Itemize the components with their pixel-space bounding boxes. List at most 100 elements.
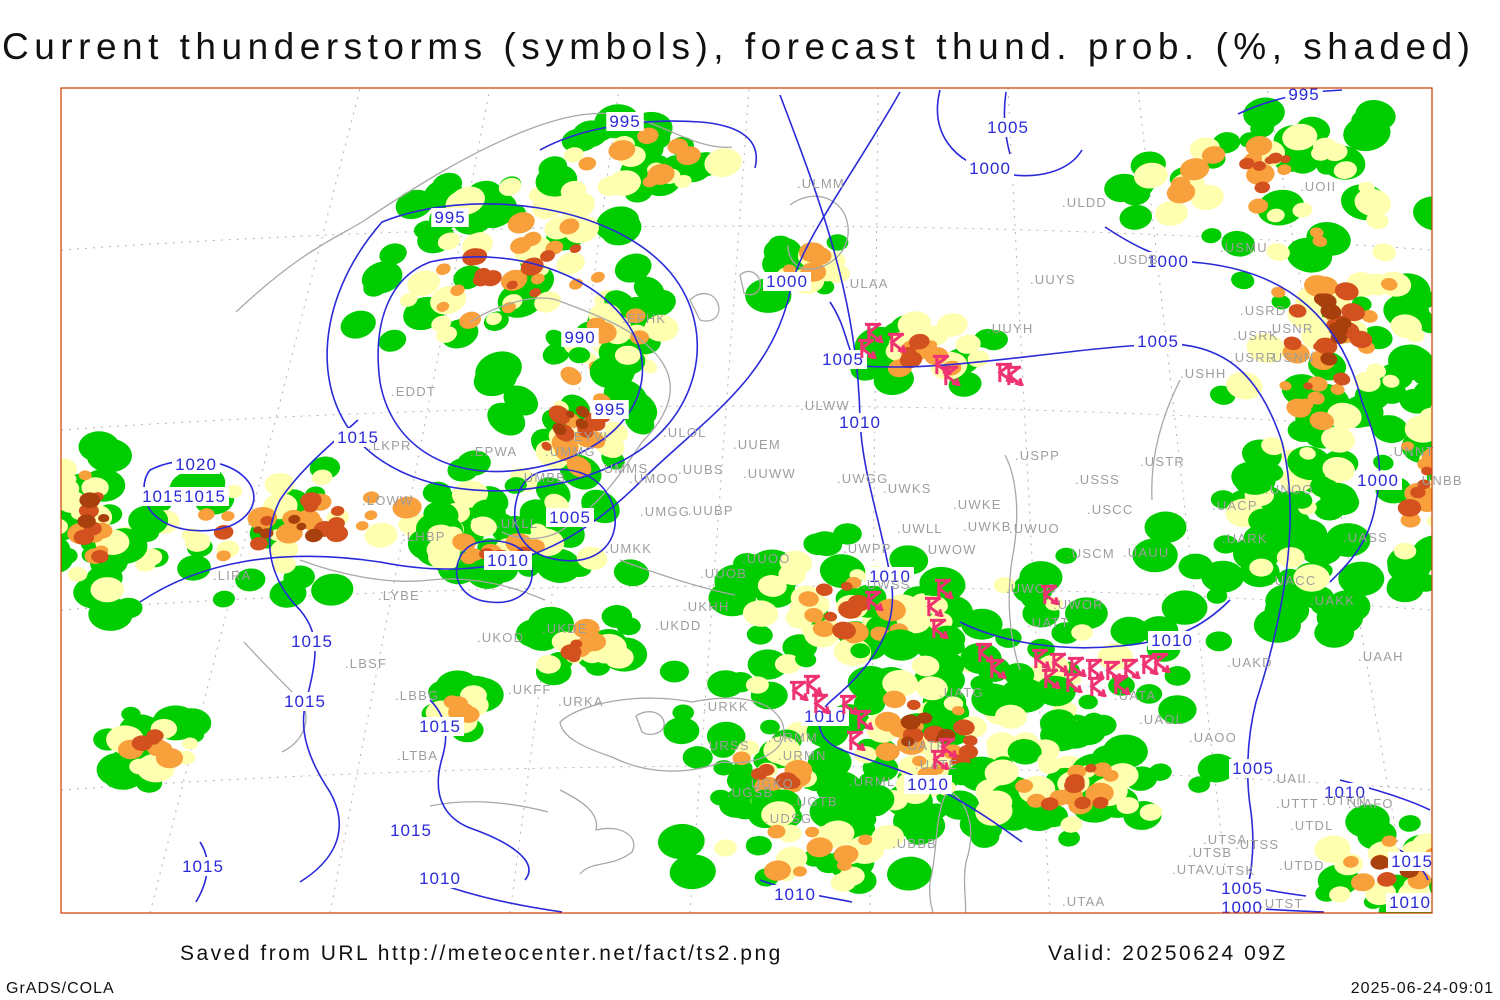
isobar-label-bg	[179, 857, 227, 876]
shading-blob	[507, 212, 535, 234]
shading-blob	[198, 508, 215, 521]
shading-blob	[573, 618, 600, 639]
shading-blob	[642, 176, 658, 188]
shading-blob	[1349, 330, 1373, 349]
shading-blob	[1437, 851, 1469, 876]
shading-blob	[67, 566, 88, 582]
shading-blob	[1343, 855, 1359, 868]
shading-blob	[427, 524, 457, 547]
generator-credit: GrADS/COLA	[6, 980, 115, 997]
station-label: .EPWA	[470, 444, 517, 459]
shading-blob	[809, 531, 843, 557]
station-label: .UATG	[939, 685, 984, 700]
isobar-label-text: 1015	[182, 857, 224, 876]
shading-blob	[1254, 181, 1271, 194]
shading-blob	[77, 514, 96, 529]
isobar-label-text: 1010	[1389, 893, 1431, 912]
station-label: .UNNT	[1389, 444, 1435, 459]
station-label: .UWPP	[843, 541, 892, 556]
shading-blob	[447, 458, 479, 482]
isobar-label: 1000	[966, 159, 1014, 178]
shading-blob	[962, 735, 978, 747]
shading-blob	[1386, 574, 1424, 603]
shading-blob	[953, 719, 975, 736]
isobar-label: 1010	[771, 885, 819, 904]
isobar-label: 1010	[904, 775, 952, 794]
station-label: .UACC	[1270, 573, 1316, 588]
shading-blob	[1333, 372, 1351, 386]
isobar-label: 995	[591, 400, 629, 419]
shading-blob	[614, 253, 652, 283]
shading-blob	[1197, 753, 1236, 783]
station-label: .UTTT	[1276, 796, 1319, 811]
shading-blob	[1179, 158, 1210, 181]
isobar-label: 1005	[1229, 759, 1277, 778]
station-label: .USPP	[1015, 448, 1060, 463]
shading-blob	[451, 480, 489, 508]
valid-time: Valid: 20250624 09Z	[1048, 942, 1288, 965]
shading-blob	[1003, 662, 1035, 686]
station-label: .ULDD	[1062, 195, 1107, 210]
shading-blob	[1372, 243, 1396, 262]
shading-blob	[1276, 547, 1305, 568]
shading-blob	[761, 801, 796, 828]
isobar-label-text: 1015	[284, 692, 326, 711]
station-label: .USRK	[1233, 328, 1279, 343]
isobar-label-text: 1010	[839, 413, 881, 432]
isobar-label: 1010	[416, 869, 464, 888]
station-label: .USTR	[1140, 454, 1185, 469]
isobar-label-bg	[1388, 852, 1436, 871]
station-label: .UWSS	[862, 577, 911, 592]
shading-blob	[79, 492, 101, 508]
shading-blob	[1074, 796, 1091, 810]
shading-blob	[296, 522, 307, 531]
shading-blob	[568, 347, 591, 364]
shading-blob	[260, 515, 274, 526]
map-title: Current thunderstorms (symbols), forecas…	[2, 26, 1476, 67]
isobar-label-text: 1005	[987, 118, 1029, 137]
shading-blob	[1205, 631, 1232, 652]
station-label: .UACP	[1212, 498, 1258, 513]
shading-blob	[795, 651, 817, 668]
station-label: .UMKK	[605, 541, 652, 556]
shading-blob	[906, 699, 921, 711]
shading-blob	[667, 138, 688, 155]
shading-blob	[61, 478, 80, 499]
shading-blob	[541, 441, 552, 451]
isobar-label: 1010	[1321, 783, 1369, 802]
station-label: .USSS	[1075, 472, 1120, 487]
shading-blob	[1246, 163, 1275, 186]
shading-cluster	[1104, 97, 1391, 244]
shading-blob	[763, 860, 792, 881]
shading-blob	[1015, 779, 1034, 793]
isobar-path	[377, 256, 644, 473]
shading-blob	[1253, 161, 1266, 171]
shading-blob	[436, 263, 451, 276]
isobar-label-bg	[866, 567, 914, 586]
credit-line: GrADS/COLA 2025-06-24-09:01	[0, 980, 1500, 1000]
shading-blob	[235, 568, 266, 592]
shading-blob	[270, 539, 299, 561]
shading-blob	[1309, 227, 1324, 238]
station-label: .UAAH	[1358, 649, 1404, 664]
shading-blob	[1413, 196, 1432, 231]
shading-blob	[1421, 466, 1432, 476]
shading-blob	[570, 639, 583, 649]
station-label: .UAFO	[1348, 796, 1394, 811]
shading-blob	[379, 243, 407, 266]
shading-blob	[1437, 859, 1454, 872]
isobar-label-text: 1005	[1232, 759, 1274, 778]
shading-blob	[61, 537, 71, 563]
station-label: .UAKD	[1227, 655, 1273, 670]
isobar-label: 1010	[484, 551, 532, 570]
station-label: .UGSB	[727, 785, 773, 800]
shading-blob	[917, 712, 933, 724]
shading-blob	[224, 484, 243, 499]
shading-blob	[1085, 782, 1114, 804]
isobar-label: 1010	[1148, 631, 1196, 650]
station-label: .ULAA	[845, 276, 889, 291]
shading-blob	[498, 177, 522, 196]
station-label: .LBBG	[395, 688, 439, 703]
isobar-label: 1005	[546, 508, 594, 527]
shading-blob	[1293, 564, 1330, 592]
